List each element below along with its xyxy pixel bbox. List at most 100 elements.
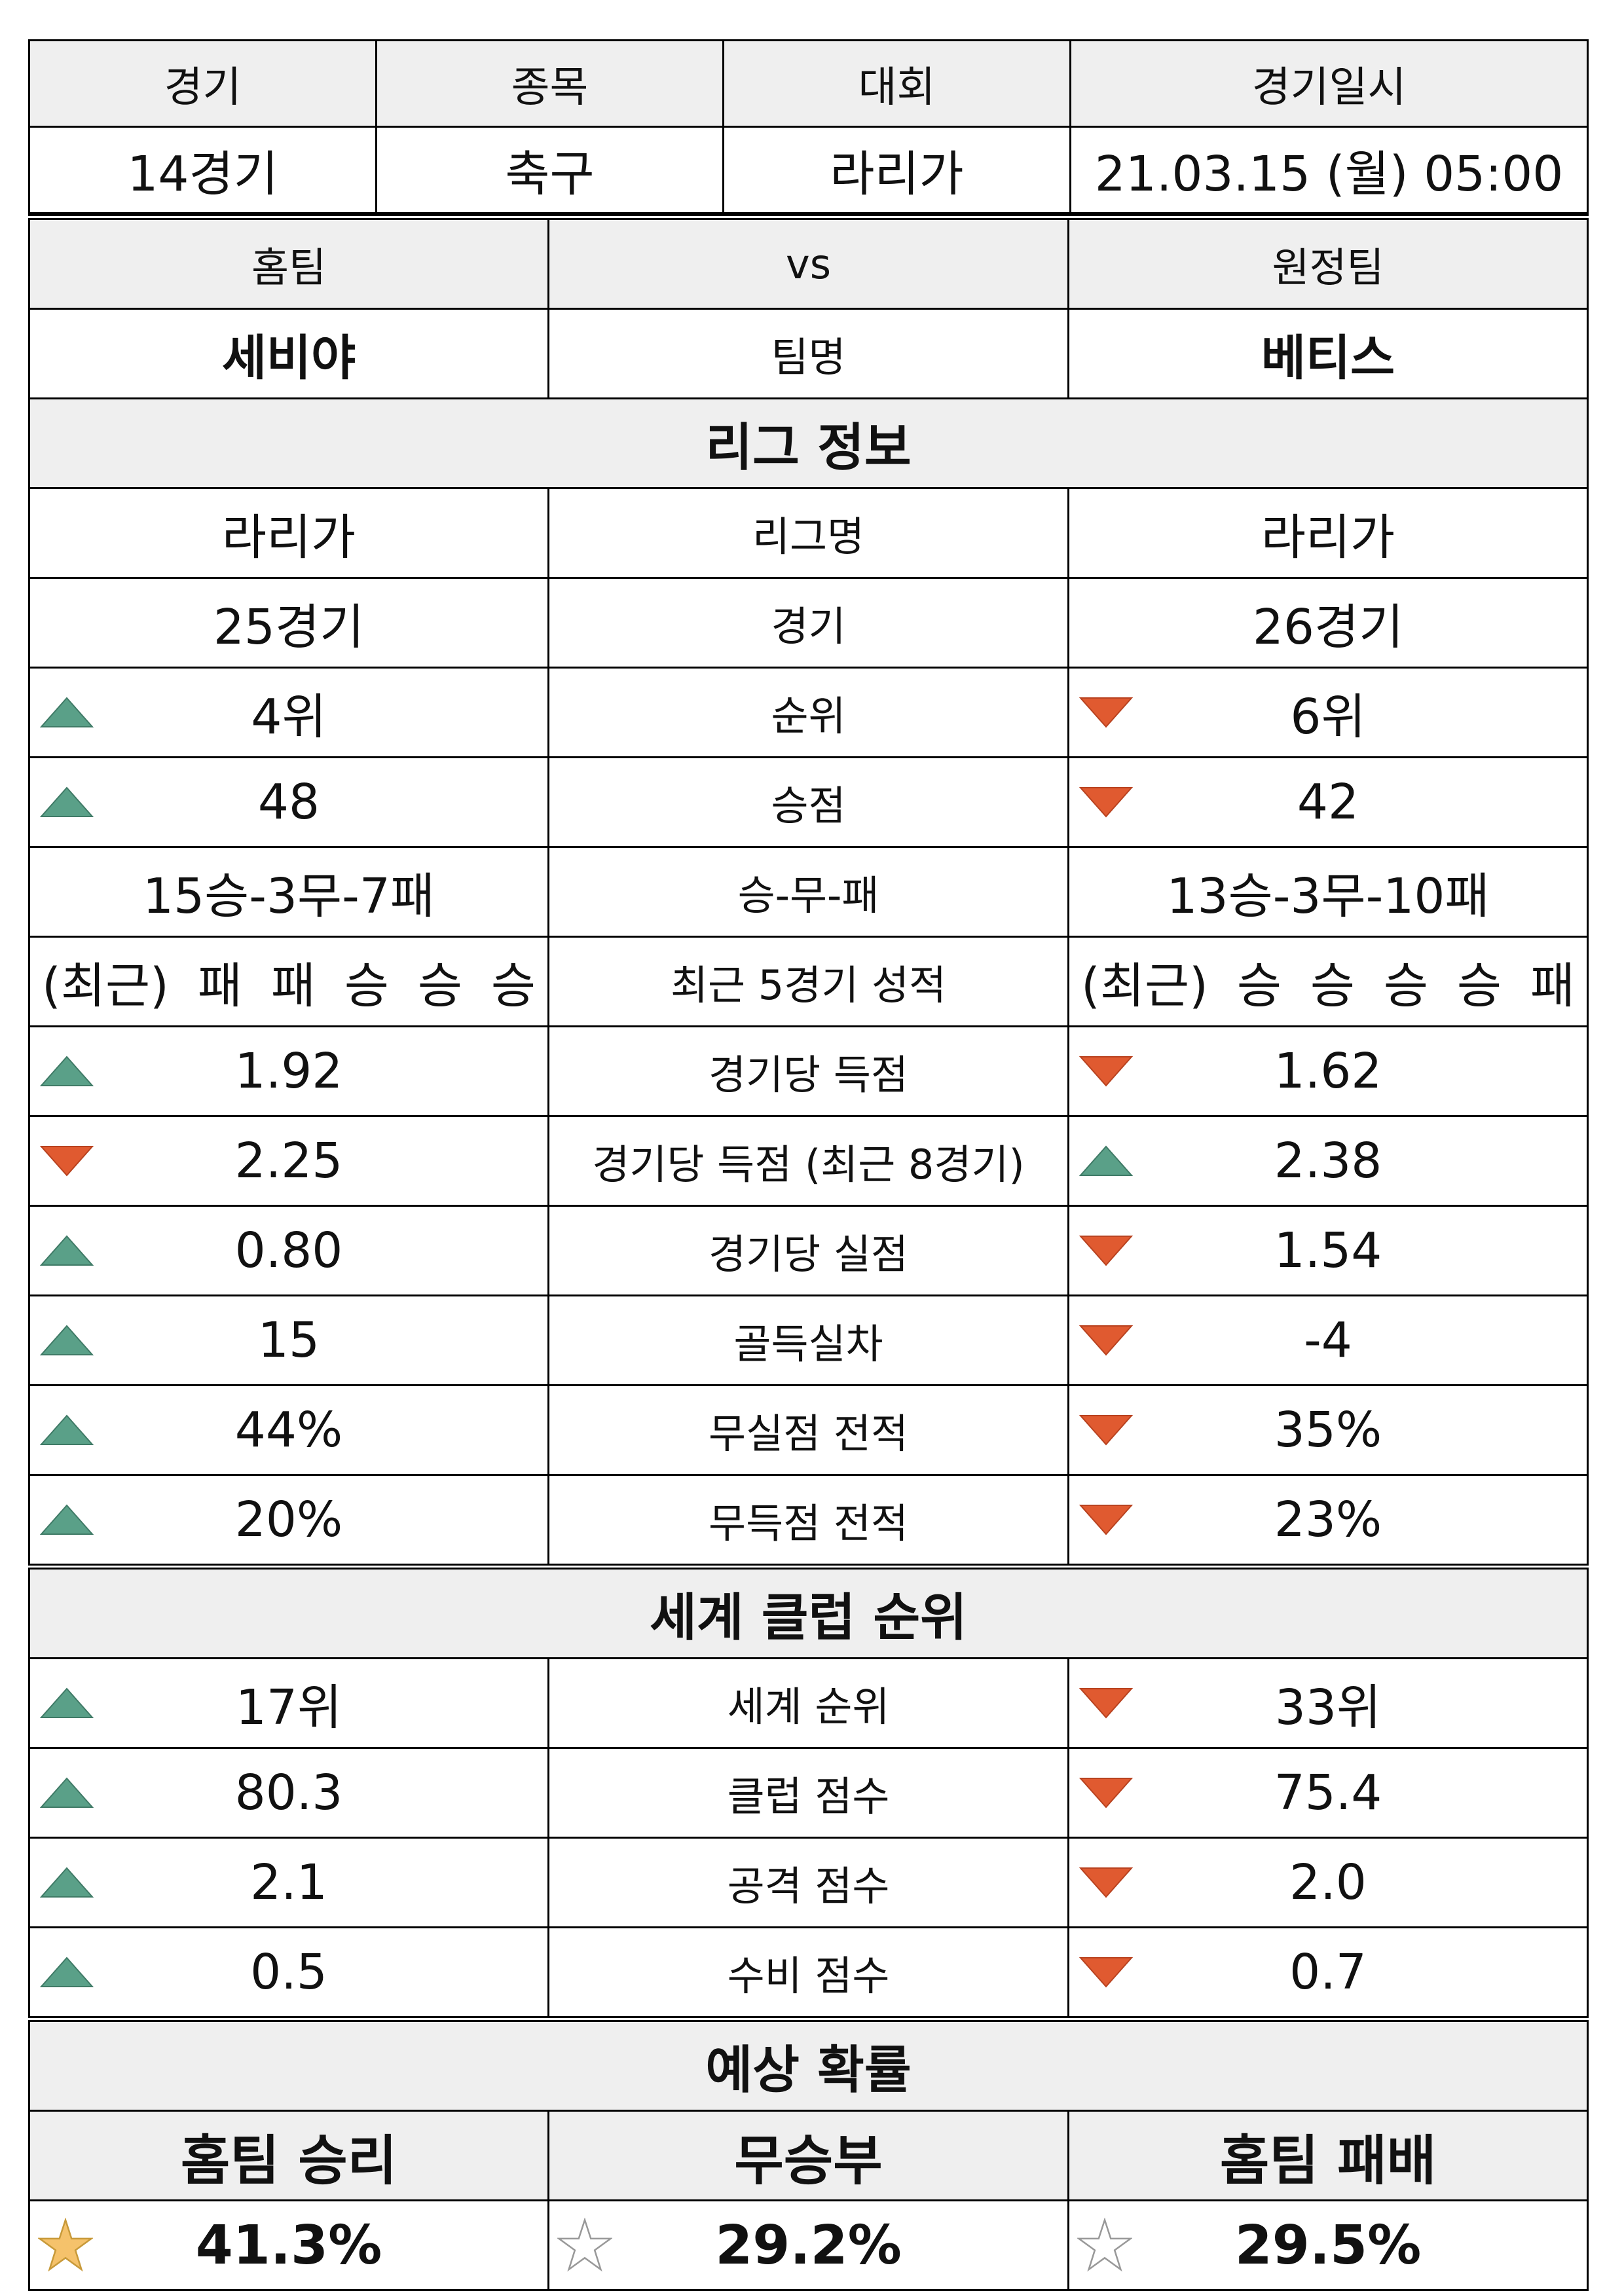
away-recent-result: 승	[1236, 957, 1282, 1014]
home-recent-result: 패	[197, 957, 242, 1014]
home-league-stat-value-text: 15승-3무-7패	[143, 868, 435, 925]
triangle-down-icon	[1079, 1505, 1134, 1535]
scoring-stat-label: 무실점 전적	[547, 1384, 1069, 1476]
home-world-stat-value-text: 80.3	[234, 1765, 343, 1821]
scoring-stat-row: 1.92 경기당 득점 1.62	[28, 1025, 1589, 1117]
prediction-home-loss-value: 29.5%	[1067, 2199, 1589, 2291]
world-stat-row: 17위 세계 순위 33위	[28, 1657, 1589, 1749]
prediction-section-title: 예상 확률	[28, 2016, 1589, 2112]
away-world-stat-value: 75.4	[1067, 1747, 1589, 1839]
scoring-stat-label: 골득실차	[547, 1294, 1069, 1386]
league-stat-label: 경기	[547, 577, 1069, 669]
triangle-down-icon	[39, 1146, 94, 1177]
world-stat-row: 0.5 수비 점수 0.7	[28, 1926, 1589, 2020]
away-world-stat-value-text: 0.7	[1289, 1944, 1367, 2000]
team-name-label: 팀명	[547, 308, 1069, 399]
away-scoring-stat-value-text: 2.38	[1274, 1133, 1382, 1189]
triangle-down-icon	[1079, 697, 1134, 728]
world-section-row: 세계 클럽 순위	[28, 1564, 1589, 1659]
away-world-stat-value: 33위	[1067, 1657, 1589, 1749]
home-scoring-stat-value: 15	[28, 1294, 549, 1386]
home-scoring-stat-value: 1.92	[28, 1025, 549, 1117]
triangle-up-icon	[1079, 1145, 1134, 1176]
star-outline-icon	[557, 2218, 612, 2272]
league-stat-label: 순위	[547, 667, 1069, 758]
home-world-stat-value: 80.3	[28, 1747, 549, 1839]
recent-form-label: 최근 5경기 성적	[547, 936, 1069, 1027]
home-recent-form: (최근) 패 패 승 승 승	[28, 936, 549, 1027]
triangle-down-icon	[1079, 1056, 1134, 1087]
match-value-row: 14경기 축구 라리가 21.03.15 (월) 05:00	[28, 126, 1589, 214]
prediction-draw-value-text: 29.2%	[715, 2214, 902, 2277]
match-game-number: 14경기	[28, 126, 377, 214]
triangle-down-icon	[1079, 1867, 1134, 1898]
world-section-title: 세계 클럽 순위	[28, 1564, 1589, 1659]
prediction-draw-label: 무승부	[547, 2110, 1069, 2201]
prediction-home-win-value-text: 41.3%	[195, 2214, 382, 2277]
league-stat-label: 승-무-패	[547, 846, 1069, 938]
prediction-section-row: 예상 확률	[28, 2016, 1589, 2112]
triangle-up-icon	[39, 1414, 94, 1445]
team-role-row: 홈팀 vs 원정팀	[28, 214, 1589, 310]
away-team-name: 베티스	[1067, 308, 1589, 399]
home-league-stat-value-text: 25경기	[213, 598, 365, 655]
star-outline-icon	[1077, 2218, 1132, 2272]
match-header-sport: 종목	[375, 39, 725, 128]
away-scoring-stat-value-text: 35%	[1274, 1402, 1382, 1458]
home-world-stat-value-text: 17위	[235, 1679, 342, 1736]
away-scoring-stat-value-text: -4	[1304, 1312, 1352, 1368]
away-league-stat-value: 26경기	[1067, 577, 1589, 669]
triangle-up-icon	[39, 1056, 94, 1086]
triangle-up-icon	[39, 697, 94, 727]
home-scoring-stat-value: 20%	[28, 1474, 549, 1568]
home-recent-result: 승	[344, 957, 389, 1014]
team-name-row: 세비야 팀명 베티스	[28, 308, 1589, 399]
match-header-competition: 대회	[722, 39, 1072, 128]
triangle-up-icon	[39, 1504, 94, 1535]
away-world-stat-value-text: 2.0	[1289, 1854, 1367, 1911]
home-world-stat-value: 0.5	[28, 1926, 549, 2020]
league-stat-row: 15승-3무-7패 승-무-패 13승-3무-10패	[28, 846, 1589, 938]
scoring-stat-row: 44% 무실점 전적 35%	[28, 1384, 1589, 1476]
home-league-stat-value: 48	[28, 756, 549, 848]
scoring-stat-row: 2.25 경기당 득점 (최근 8경기) 2.38	[28, 1115, 1589, 1207]
away-scoring-stat-value-text: 23%	[1274, 1492, 1382, 1548]
home-team-label: 홈팀	[28, 214, 549, 310]
prediction-home-win-value: 41.3%	[28, 2199, 549, 2291]
away-league-stat-value: 6위	[1067, 667, 1589, 758]
world-stat-label: 클럽 점수	[547, 1747, 1069, 1839]
world-stat-row: 80.3 클럽 점수 75.4	[28, 1747, 1589, 1839]
triangle-up-icon	[39, 1325, 94, 1355]
away-recent-result: 승	[1383, 957, 1428, 1014]
away-league-stat-value-text: 라리가	[1261, 509, 1395, 566]
away-recent-result: 승	[1310, 957, 1355, 1014]
triangle-down-icon	[1079, 787, 1134, 818]
scoring-stat-label: 경기당 실점	[547, 1205, 1069, 1296]
away-scoring-stat-value: 1.62	[1067, 1025, 1589, 1117]
home-league-stat-value: 라리가	[28, 487, 549, 579]
home-scoring-stat-value: 2.25	[28, 1115, 549, 1207]
triangle-up-icon	[39, 1777, 94, 1808]
triangle-down-icon	[1079, 1415, 1134, 1446]
scoring-stat-label: 무득점 전적	[547, 1474, 1069, 1568]
triangle-up-icon	[39, 1687, 94, 1718]
world-stat-row: 2.1 공격 점수 2.0	[28, 1837, 1589, 1928]
match-header-game: 경기	[28, 39, 377, 128]
triangle-up-icon	[39, 786, 94, 817]
away-league-stat-value-text: 26경기	[1252, 598, 1404, 655]
prediction-home-win-label: 홈팀 승리	[28, 2110, 549, 2201]
scoring-stat-label: 경기당 득점	[547, 1025, 1069, 1117]
prediction-home-loss-value-text: 29.5%	[1234, 2214, 1422, 2277]
prediction-label-row: 홈팀 승리 무승부 홈팀 패배	[28, 2110, 1589, 2201]
home-scoring-stat-value-text: 0.80	[234, 1222, 343, 1279]
home-world-stat-value: 17위	[28, 1657, 549, 1749]
league-section-row: 리그 정보	[28, 397, 1589, 489]
world-stat-label: 공격 점수	[547, 1837, 1069, 1928]
away-scoring-stat-value: 23%	[1067, 1474, 1589, 1568]
home-league-stat-value-text: 라리가	[221, 509, 356, 566]
match-header-row: 경기 종목 대회 경기일시	[28, 39, 1589, 128]
away-world-stat-value: 2.0	[1067, 1837, 1589, 1928]
home-scoring-stat-value: 44%	[28, 1384, 549, 1476]
home-scoring-stat-value-text: 44%	[234, 1402, 343, 1458]
home-recent-result: 패	[270, 957, 316, 1014]
